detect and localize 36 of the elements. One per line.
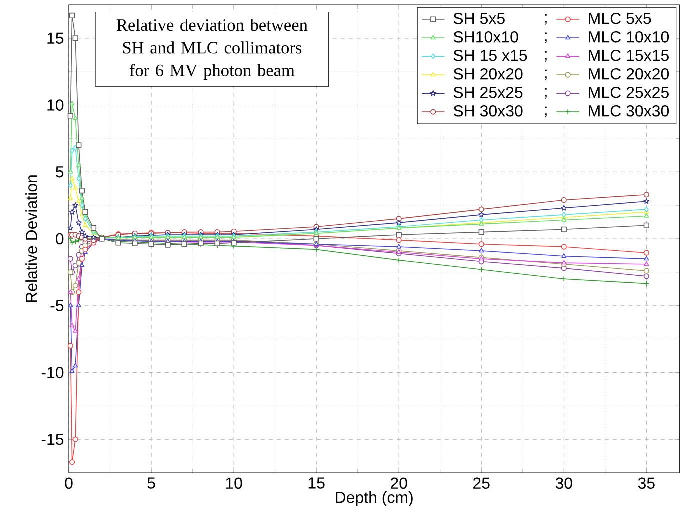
legend-label: MLC 25x25 [589,86,669,98]
legend-label: MLC 20x20 [589,68,670,80]
legend-label: SH10x10 [454,31,518,43]
legend-label: SH 30x30 [454,105,523,117]
x-tick-label: 10 [226,478,242,490]
y-tick-label: 0 [56,233,64,245]
y-tick-label: -5 [50,300,64,312]
y-tick-label: -10 [42,367,64,378]
legend-label: SH 25x25 [454,86,523,98]
annotation: ; [545,14,547,25]
legend-label: SH 5x5 [454,12,505,24]
y-tick-label: 5 [56,166,64,178]
x-tick-label: 15 [308,478,325,489]
x-tick-label: 30 [556,478,572,490]
legend-label: MLC 15x15 [589,50,669,62]
legend-label: MLC 30x30 [589,105,670,117]
x-tick-label: 20 [390,478,408,490]
annotation: ; [545,70,547,80]
y-tick-label: 15 [48,32,64,44]
y-axis-title: Relative Deviation [26,176,38,302]
y-tick-label: -15 [42,434,64,446]
legend-label: MLC 5x5 [589,12,652,24]
legend-label: SH 15 x15 [454,50,528,62]
annotation: ; [545,51,547,62]
x-tick-label: 5 [148,478,156,489]
text: Relative deviation between SH and MLC collimators for 6 MV photon beam [116,18,308,80]
annotation: ; [545,32,547,44]
legend-label: MLC 10x10 [589,31,670,43]
x-tick-label: 35 [638,478,655,490]
legend-label: SH 20x20 [454,68,523,80]
x-tick-label: 25 [474,478,490,490]
annotation: ; [545,88,547,99]
x-axis-title: Depth (cm) [336,492,413,506]
annotation: ; [545,106,547,118]
y-tick-label: 10 [48,100,64,111]
x-tick-label: 0 [65,478,73,490]
